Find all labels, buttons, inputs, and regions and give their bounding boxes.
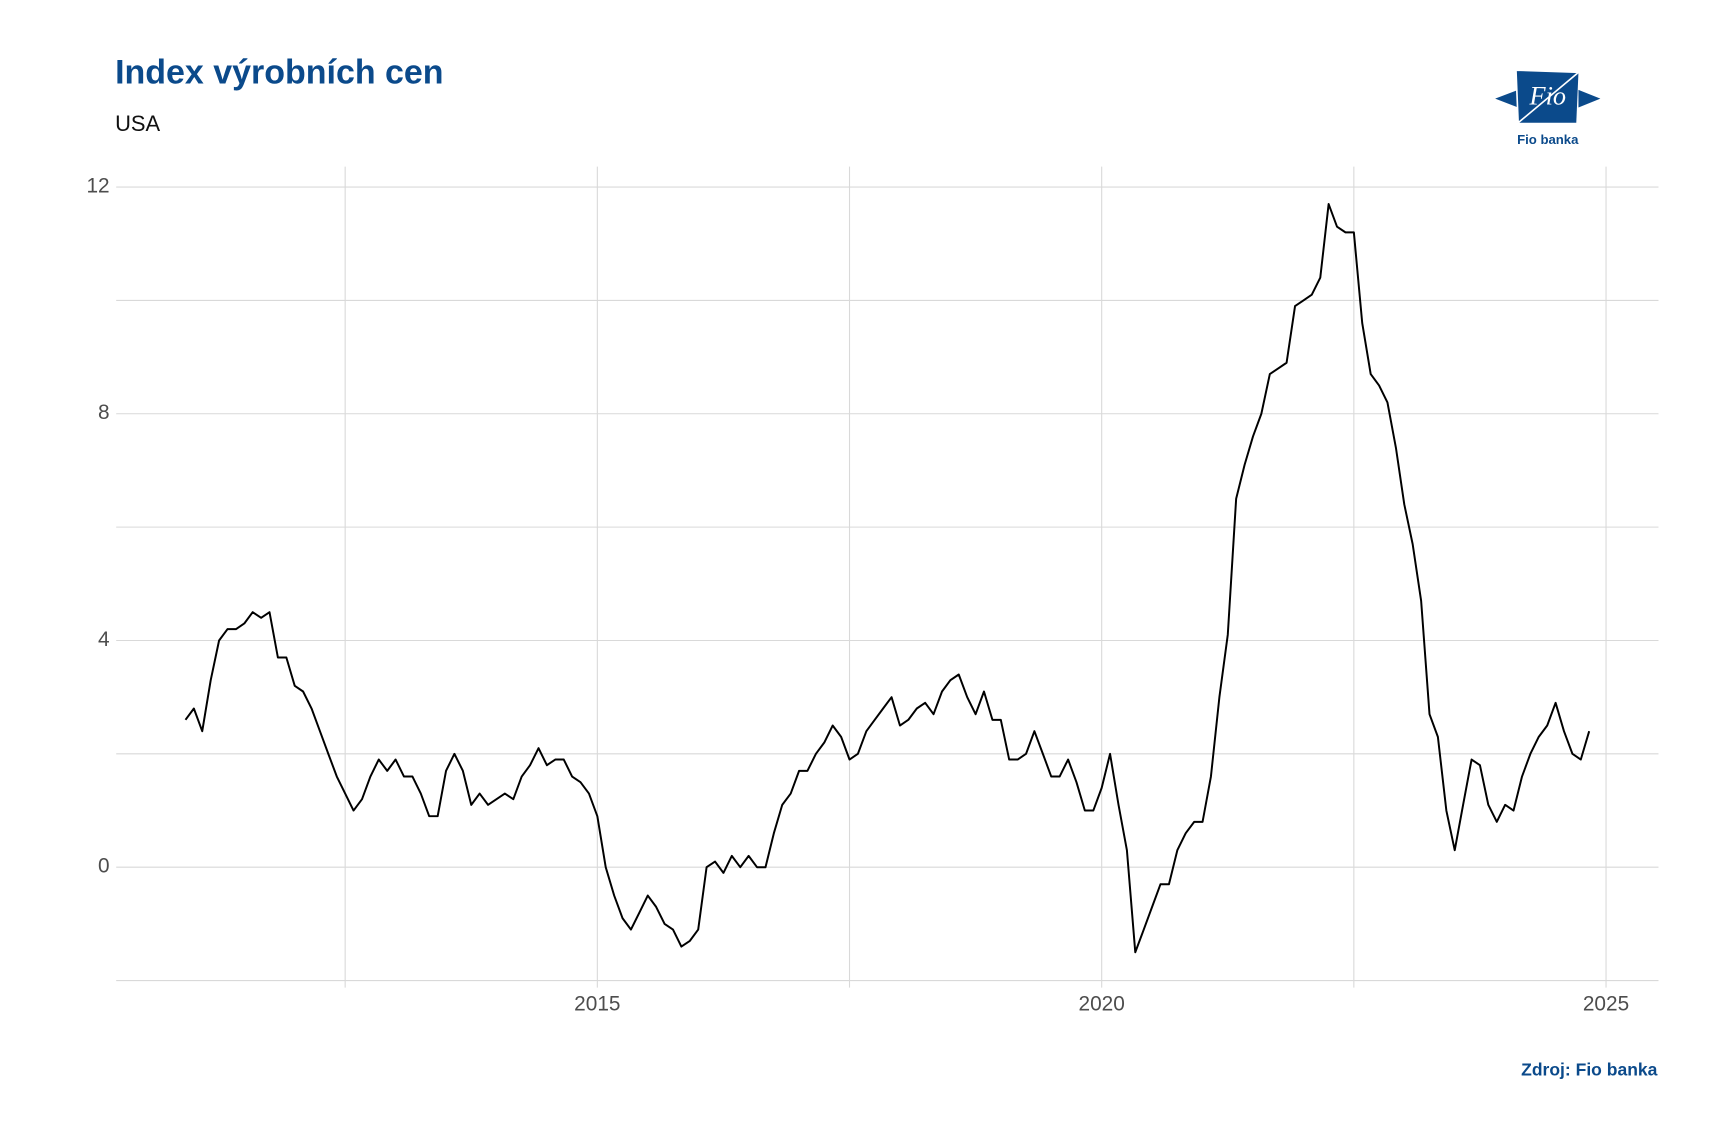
chart-title: Index výrobních cen [115,54,443,92]
x-tick-label: 2025 [1583,993,1629,1016]
logo-shape [1515,70,1579,123]
data-line [184,203,1591,954]
y-tick-label: 12 [86,175,109,198]
y-tick-label: 8 [98,401,110,424]
logo-shape [1578,89,1601,108]
logo-caption: Fio banka [1517,132,1579,147]
y-tick-label: 4 [98,628,110,651]
logo-text: Fio [1529,82,1567,111]
chart-subtitle: USA [115,111,160,136]
logo: Fio Fio banka [1495,69,1601,147]
source: Zdroj: Fio banka [1521,1060,1657,1080]
logo-shape [1495,89,1519,108]
y-tick-label: 0 [98,855,110,878]
logo-shape [1515,69,1581,125]
x-tick-label: 2020 [1079,993,1125,1016]
x-tick-label: 2015 [574,993,620,1016]
